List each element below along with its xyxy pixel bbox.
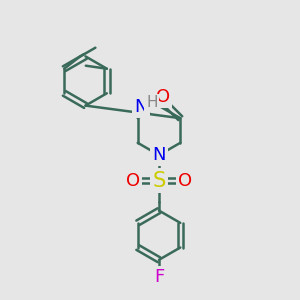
Text: S: S [152, 171, 166, 190]
Text: O: O [178, 172, 192, 190]
Text: F: F [154, 268, 164, 286]
Text: O: O [126, 172, 140, 190]
Text: H: H [146, 95, 158, 110]
Text: O: O [156, 88, 170, 106]
Text: N: N [135, 98, 148, 116]
Text: N: N [152, 146, 166, 164]
